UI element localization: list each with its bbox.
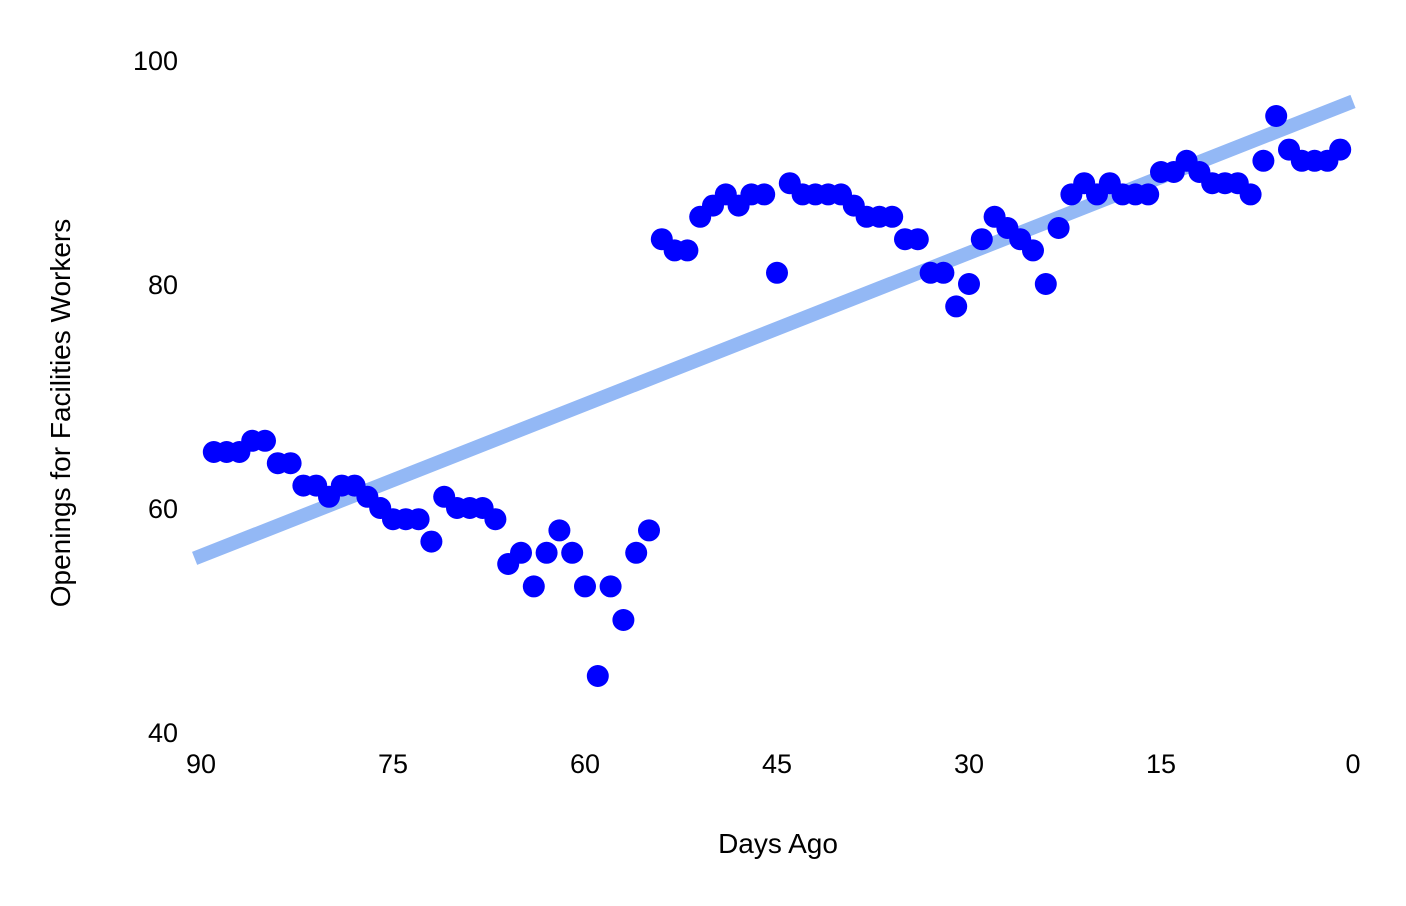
data-point: [510, 541, 532, 564]
data-point: [574, 575, 596, 598]
data-point: [586, 665, 609, 687]
data-point: [625, 541, 648, 564]
data-point: [1239, 183, 1262, 206]
data-point: [766, 261, 788, 284]
data-point: [1022, 239, 1044, 262]
x-tick-label: 15: [1146, 749, 1176, 779]
data-point: [522, 575, 545, 598]
x-tick-label: 0: [1345, 749, 1360, 779]
y-axis-ticks: 40 60 80 100: [133, 46, 178, 748]
y-axis-label: Openings for Facilities Workers: [45, 219, 76, 608]
data-point: [970, 228, 993, 251]
data-point: [279, 452, 302, 475]
data-point: [881, 205, 904, 228]
y-tick-label: 80: [148, 270, 178, 300]
data-point: [599, 575, 622, 598]
x-tick-label: 90: [186, 749, 216, 779]
data-point: [958, 273, 980, 295]
data-point: [1252, 149, 1275, 172]
data-point: [638, 519, 660, 542]
data-point: [932, 261, 955, 284]
y-tick-label: 40: [148, 718, 178, 748]
data-point: [612, 609, 635, 631]
x-axis-ticks: 90 75 60 45 30 15 0: [186, 749, 1361, 779]
data-point: [1329, 138, 1352, 161]
data-point: [1265, 105, 1288, 127]
y-tick-label: 60: [148, 494, 178, 524]
x-tick-label: 30: [954, 749, 984, 779]
data-point: [945, 295, 968, 318]
y-tick-label: 100: [133, 46, 178, 76]
data-points-layer: [202, 105, 1352, 687]
data-point: [1137, 183, 1160, 206]
x-tick-label: 45: [762, 749, 792, 779]
data-point: [1047, 217, 1070, 239]
x-tick-label: 75: [378, 749, 408, 779]
data-point: [535, 541, 558, 564]
data-point: [906, 228, 929, 251]
x-tick-label: 60: [570, 749, 600, 779]
data-point: [420, 530, 443, 553]
data-point: [254, 429, 276, 452]
data-point: [548, 519, 571, 542]
data-point: [676, 239, 699, 262]
data-point: [1034, 273, 1057, 295]
x-axis-label: Days Ago: [718, 828, 838, 859]
data-point: [753, 183, 776, 206]
data-point: [561, 541, 584, 564]
data-point: [484, 508, 507, 531]
data-point: [407, 508, 430, 531]
